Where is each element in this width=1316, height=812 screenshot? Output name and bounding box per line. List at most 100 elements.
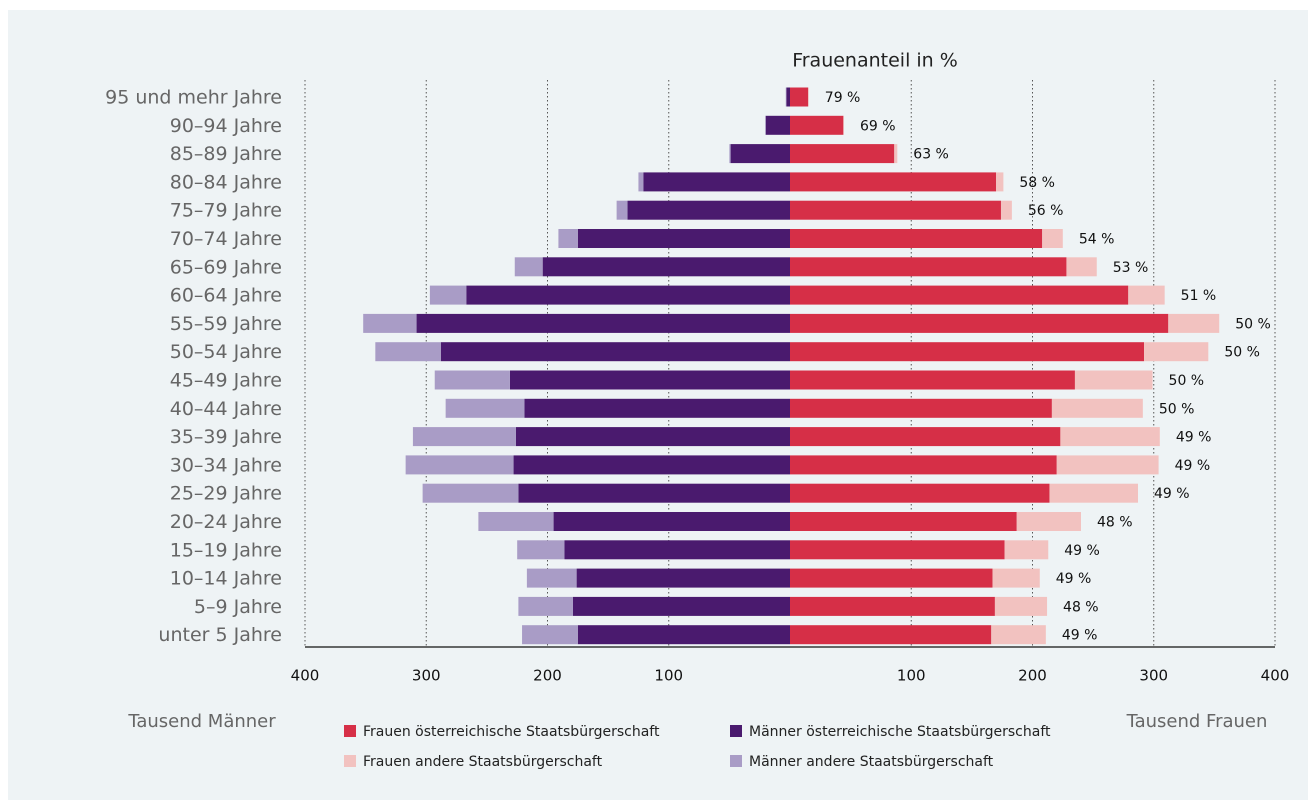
bar [553, 512, 790, 531]
share-label: 56 % [1028, 203, 1064, 219]
bar [558, 229, 578, 248]
bar [405, 455, 514, 475]
bar [478, 512, 554, 531]
bar [843, 115, 844, 135]
share-label: 49 % [1175, 458, 1211, 474]
category-label: 90–94 Jahre [170, 115, 282, 137]
category-label: 10–14 Jahre [170, 568, 282, 590]
category-label: 45–49 Jahre [170, 370, 282, 392]
bar [1066, 257, 1097, 277]
bar [576, 568, 790, 588]
bar [616, 200, 628, 220]
category-label: unter 5 Jahre [158, 624, 282, 646]
legend-swatch [344, 755, 356, 767]
bar [1004, 540, 1049, 560]
category-label: 85–89 Jahre [170, 143, 282, 165]
legend-label: Frauen andere Staatsbürgerschaft [363, 754, 603, 770]
bar [790, 427, 1061, 447]
bar [526, 568, 577, 588]
bar [440, 342, 790, 362]
bar [790, 596, 995, 616]
category-label: 80–84 Jahre [170, 171, 282, 193]
bar [790, 512, 1017, 531]
legend-label: Frauen österreichische Staatsbürgerschaf… [363, 724, 660, 740]
bar [1128, 285, 1165, 305]
bar [513, 455, 790, 475]
category-label: 55–59 Jahre [170, 313, 282, 335]
category-label: 65–69 Jahre [170, 256, 282, 278]
share-label: 58 % [1019, 175, 1055, 191]
bar [790, 568, 993, 588]
share-label: 48 % [1097, 515, 1133, 531]
category-label: 20–24 Jahre [170, 511, 282, 533]
bar [994, 596, 1048, 616]
bar [515, 427, 790, 447]
bar [1042, 229, 1063, 248]
category-label: 70–74 Jahre [170, 228, 282, 250]
share-label: 50 % [1169, 373, 1205, 389]
bar [765, 115, 766, 135]
bar [577, 625, 790, 645]
share-label: 63 % [913, 147, 949, 163]
bar [1000, 200, 1012, 220]
bar [790, 313, 1169, 333]
bar [790, 200, 1001, 220]
share-label: 54 % [1079, 232, 1115, 248]
bar [509, 370, 790, 390]
bar [638, 172, 644, 192]
share-label: 49 % [1062, 628, 1098, 644]
bar [991, 625, 1046, 645]
bar [1168, 313, 1220, 333]
share-label: 50 % [1235, 316, 1271, 332]
bar [790, 540, 1005, 560]
bar [790, 115, 844, 135]
share-label: 50 % [1159, 401, 1195, 417]
bar [790, 87, 809, 107]
share-label: 79 % [825, 90, 861, 106]
bar [412, 427, 516, 447]
x-tick-label: 200 [533, 667, 562, 685]
share-label: 69 % [860, 118, 896, 134]
category-label: 40–44 Jahre [170, 398, 282, 420]
bar [1060, 427, 1160, 447]
bar [1144, 342, 1209, 362]
bar [765, 115, 790, 135]
bar [429, 285, 467, 305]
bar [790, 483, 1050, 503]
bar [786, 87, 790, 107]
bar [445, 398, 525, 418]
category-label: 25–29 Jahre [170, 483, 282, 505]
category-label: 30–34 Jahre [170, 454, 282, 476]
bar [643, 172, 790, 192]
bar [518, 596, 573, 616]
category-label: 35–39 Jahre [170, 426, 282, 448]
bar [1049, 483, 1138, 503]
bar [577, 229, 790, 248]
x-tick-label: 200 [1018, 667, 1047, 685]
share-label: 49 % [1056, 571, 1092, 587]
bar [790, 398, 1052, 418]
x-tick-label: 400 [291, 667, 320, 685]
bar [1056, 455, 1159, 475]
category-label: 60–64 Jahre [170, 285, 282, 307]
x-tick-label: 100 [654, 667, 683, 685]
category-label: 75–79 Jahre [170, 200, 282, 222]
bar [992, 568, 1040, 588]
x-tick-label: 300 [1139, 667, 1168, 685]
bar [434, 370, 510, 390]
bar [729, 144, 731, 164]
bar [730, 144, 790, 164]
bar [785, 87, 787, 107]
category-label: 50–54 Jahre [170, 341, 282, 363]
bar [522, 625, 578, 645]
share-label: 51 % [1181, 288, 1217, 304]
category-label: 15–19 Jahre [170, 539, 282, 561]
bar [790, 342, 1145, 362]
bar [808, 87, 809, 107]
bar [790, 144, 895, 164]
bar [627, 200, 790, 220]
category-label: 5–9 Jahre [194, 596, 282, 618]
x-axis-label-right: Tausend Frauen [1126, 711, 1268, 732]
bar [422, 483, 519, 503]
bar [790, 257, 1067, 277]
